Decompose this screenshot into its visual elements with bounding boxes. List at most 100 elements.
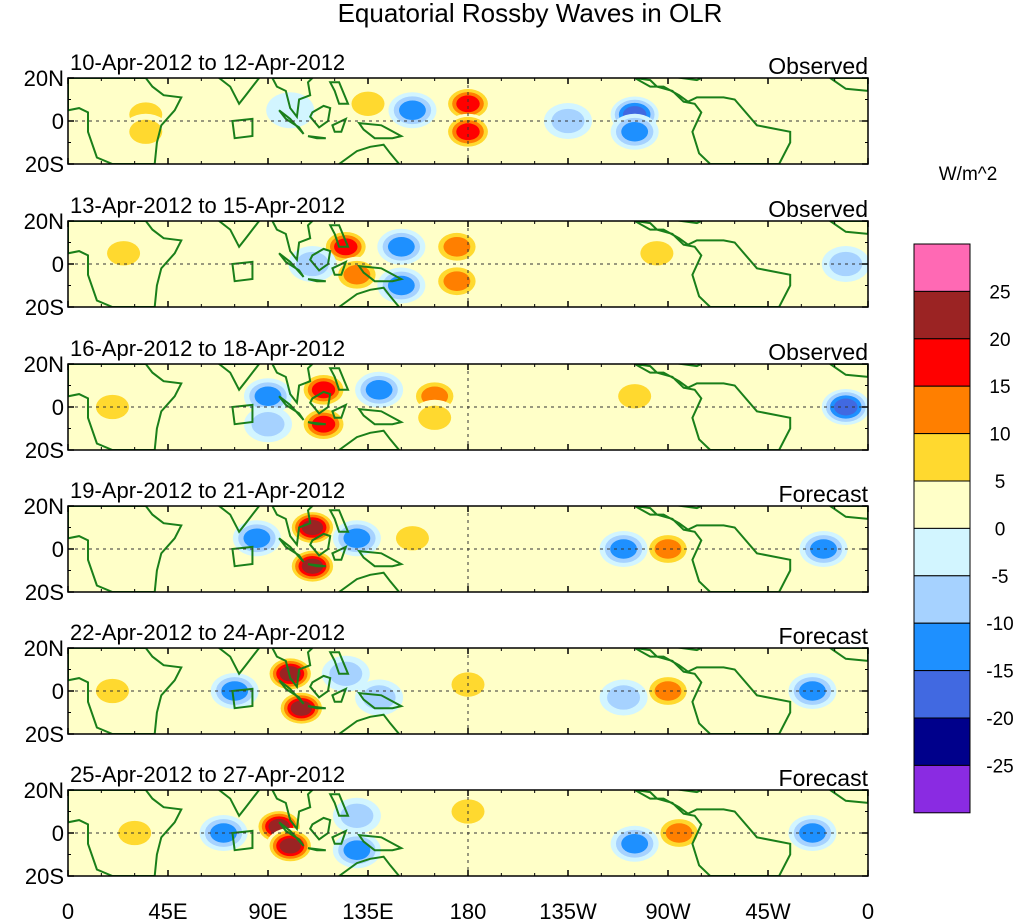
anomaly-contour xyxy=(621,121,649,142)
coastline xyxy=(337,286,401,307)
y-tick-label: 20N xyxy=(24,66,64,91)
panel-type-label: Forecast xyxy=(779,623,869,649)
x-tick-label: 0 xyxy=(862,899,874,922)
x-tick-label: 180 xyxy=(450,899,487,922)
coastline xyxy=(307,847,326,852)
panel-type-label: Observed xyxy=(768,339,868,365)
coastline xyxy=(307,135,326,140)
colorbar-label: 0 xyxy=(995,519,1006,540)
y-tick-label: 0 xyxy=(52,109,64,134)
panel-type-label: Observed xyxy=(768,196,868,222)
coastline xyxy=(328,81,350,105)
x-tick-label: 135E xyxy=(342,899,393,922)
panel-type-label: Forecast xyxy=(779,765,869,791)
coastline xyxy=(271,221,314,263)
region-box xyxy=(231,260,254,283)
y-tick-label: 20S xyxy=(25,438,64,463)
panel-2: 20N 0 20S 13-Apr-2012 to 15-Apr-2012 Observe… xyxy=(24,193,869,320)
anomaly-contour xyxy=(351,91,385,116)
colorbar-swatch xyxy=(913,622,971,672)
coastline xyxy=(677,78,704,82)
coastline xyxy=(677,364,704,368)
anomaly-contour xyxy=(654,539,682,559)
coastline xyxy=(828,790,868,804)
coastline xyxy=(328,509,350,533)
coastline xyxy=(309,104,332,129)
colorbar-label: -10 xyxy=(986,614,1013,635)
anomaly-contour xyxy=(301,558,324,574)
coastline xyxy=(217,364,261,392)
panel-period: 22-Apr-2012 to 24-Apr-2012 xyxy=(70,620,345,645)
anomaly-contour xyxy=(399,100,426,121)
coastline xyxy=(68,648,183,734)
coastline xyxy=(278,395,305,421)
coastline xyxy=(828,221,868,235)
coastline xyxy=(357,264,405,283)
chart-title: Equatorial Rossby Waves in OLR xyxy=(338,0,723,28)
y-tick-label: 0 xyxy=(52,252,64,277)
panel-1: 20N 0 20S 10-Apr-2012 to 12-Apr-2012 Observe… xyxy=(24,50,869,177)
colorbar-swatch xyxy=(913,764,971,814)
coastline xyxy=(337,855,401,876)
anomaly-contour xyxy=(118,820,152,846)
coastline xyxy=(68,78,183,164)
panel-period: 10-Apr-2012 to 12-Apr-2012 xyxy=(70,50,345,75)
coastline xyxy=(337,429,401,450)
region-box xyxy=(231,117,254,140)
x-tick-label: 0 xyxy=(62,899,74,922)
coastline xyxy=(828,648,868,662)
colorbar-swatch xyxy=(913,290,971,340)
coastline xyxy=(828,506,868,520)
coastline xyxy=(68,506,183,592)
colorbar-swatch xyxy=(913,575,971,624)
colorbar-swatch xyxy=(913,433,971,482)
anomaly-contour xyxy=(343,528,371,549)
coastline xyxy=(307,421,326,426)
panel-5: 20N 0 20S 22-Apr-2012 to 24-Apr-2012 Forecas… xyxy=(24,620,869,747)
panel-4: 20N 0 20S 19-Apr-2012 to 21-Apr-2012 Forecas… xyxy=(24,478,869,605)
coastline xyxy=(309,532,332,557)
panel-6: 20N 0 20S 25-Apr-2012 to 27-Apr-2012 Forecas… xyxy=(24,762,869,889)
panel-period: 19-Apr-2012 to 21-Apr-2012 xyxy=(70,478,345,503)
x-tick-label: 90E xyxy=(248,899,287,922)
x-tick-label: 45W xyxy=(745,899,790,922)
coastline xyxy=(357,121,405,140)
anomaly-contour xyxy=(343,840,371,860)
colorbar-swatch xyxy=(913,480,971,529)
coastline xyxy=(68,221,183,307)
coastline xyxy=(634,221,792,307)
coastline xyxy=(328,224,350,248)
coastline xyxy=(271,648,314,690)
colorbar-swatch xyxy=(913,527,971,577)
anomaly-contour xyxy=(243,528,271,549)
y-tick-label: 0 xyxy=(52,679,64,704)
coastline xyxy=(278,821,305,847)
coastline xyxy=(677,221,704,225)
region-box xyxy=(231,829,254,852)
coastline xyxy=(307,563,326,568)
anomaly-contour xyxy=(129,119,163,144)
coastline xyxy=(357,833,405,852)
anomaly-contour xyxy=(418,405,452,430)
colorbar-label: -15 xyxy=(986,662,1013,683)
coastline xyxy=(337,571,401,592)
colorbar-swatch xyxy=(913,670,971,719)
panel-period: 13-Apr-2012 to 15-Apr-2012 xyxy=(70,193,345,218)
panel-type-label: Forecast xyxy=(779,481,869,507)
anomaly-contour xyxy=(266,92,315,129)
y-tick-label: 20N xyxy=(24,494,64,519)
anomaly-contour xyxy=(456,123,480,141)
panel-period: 25-Apr-2012 to 27-Apr-2012 xyxy=(70,762,345,787)
anomaly-contour xyxy=(443,271,471,291)
coastline xyxy=(217,506,261,534)
coastline xyxy=(357,691,405,710)
coastline xyxy=(309,816,332,841)
x-tick-label: 135W xyxy=(539,899,597,922)
coastline xyxy=(677,790,704,794)
anomaly-contour xyxy=(362,685,396,710)
coastline xyxy=(357,407,405,426)
anomaly-contour xyxy=(395,526,429,551)
y-tick-label: 20N xyxy=(24,352,64,377)
y-tick-label: 20N xyxy=(24,636,64,661)
